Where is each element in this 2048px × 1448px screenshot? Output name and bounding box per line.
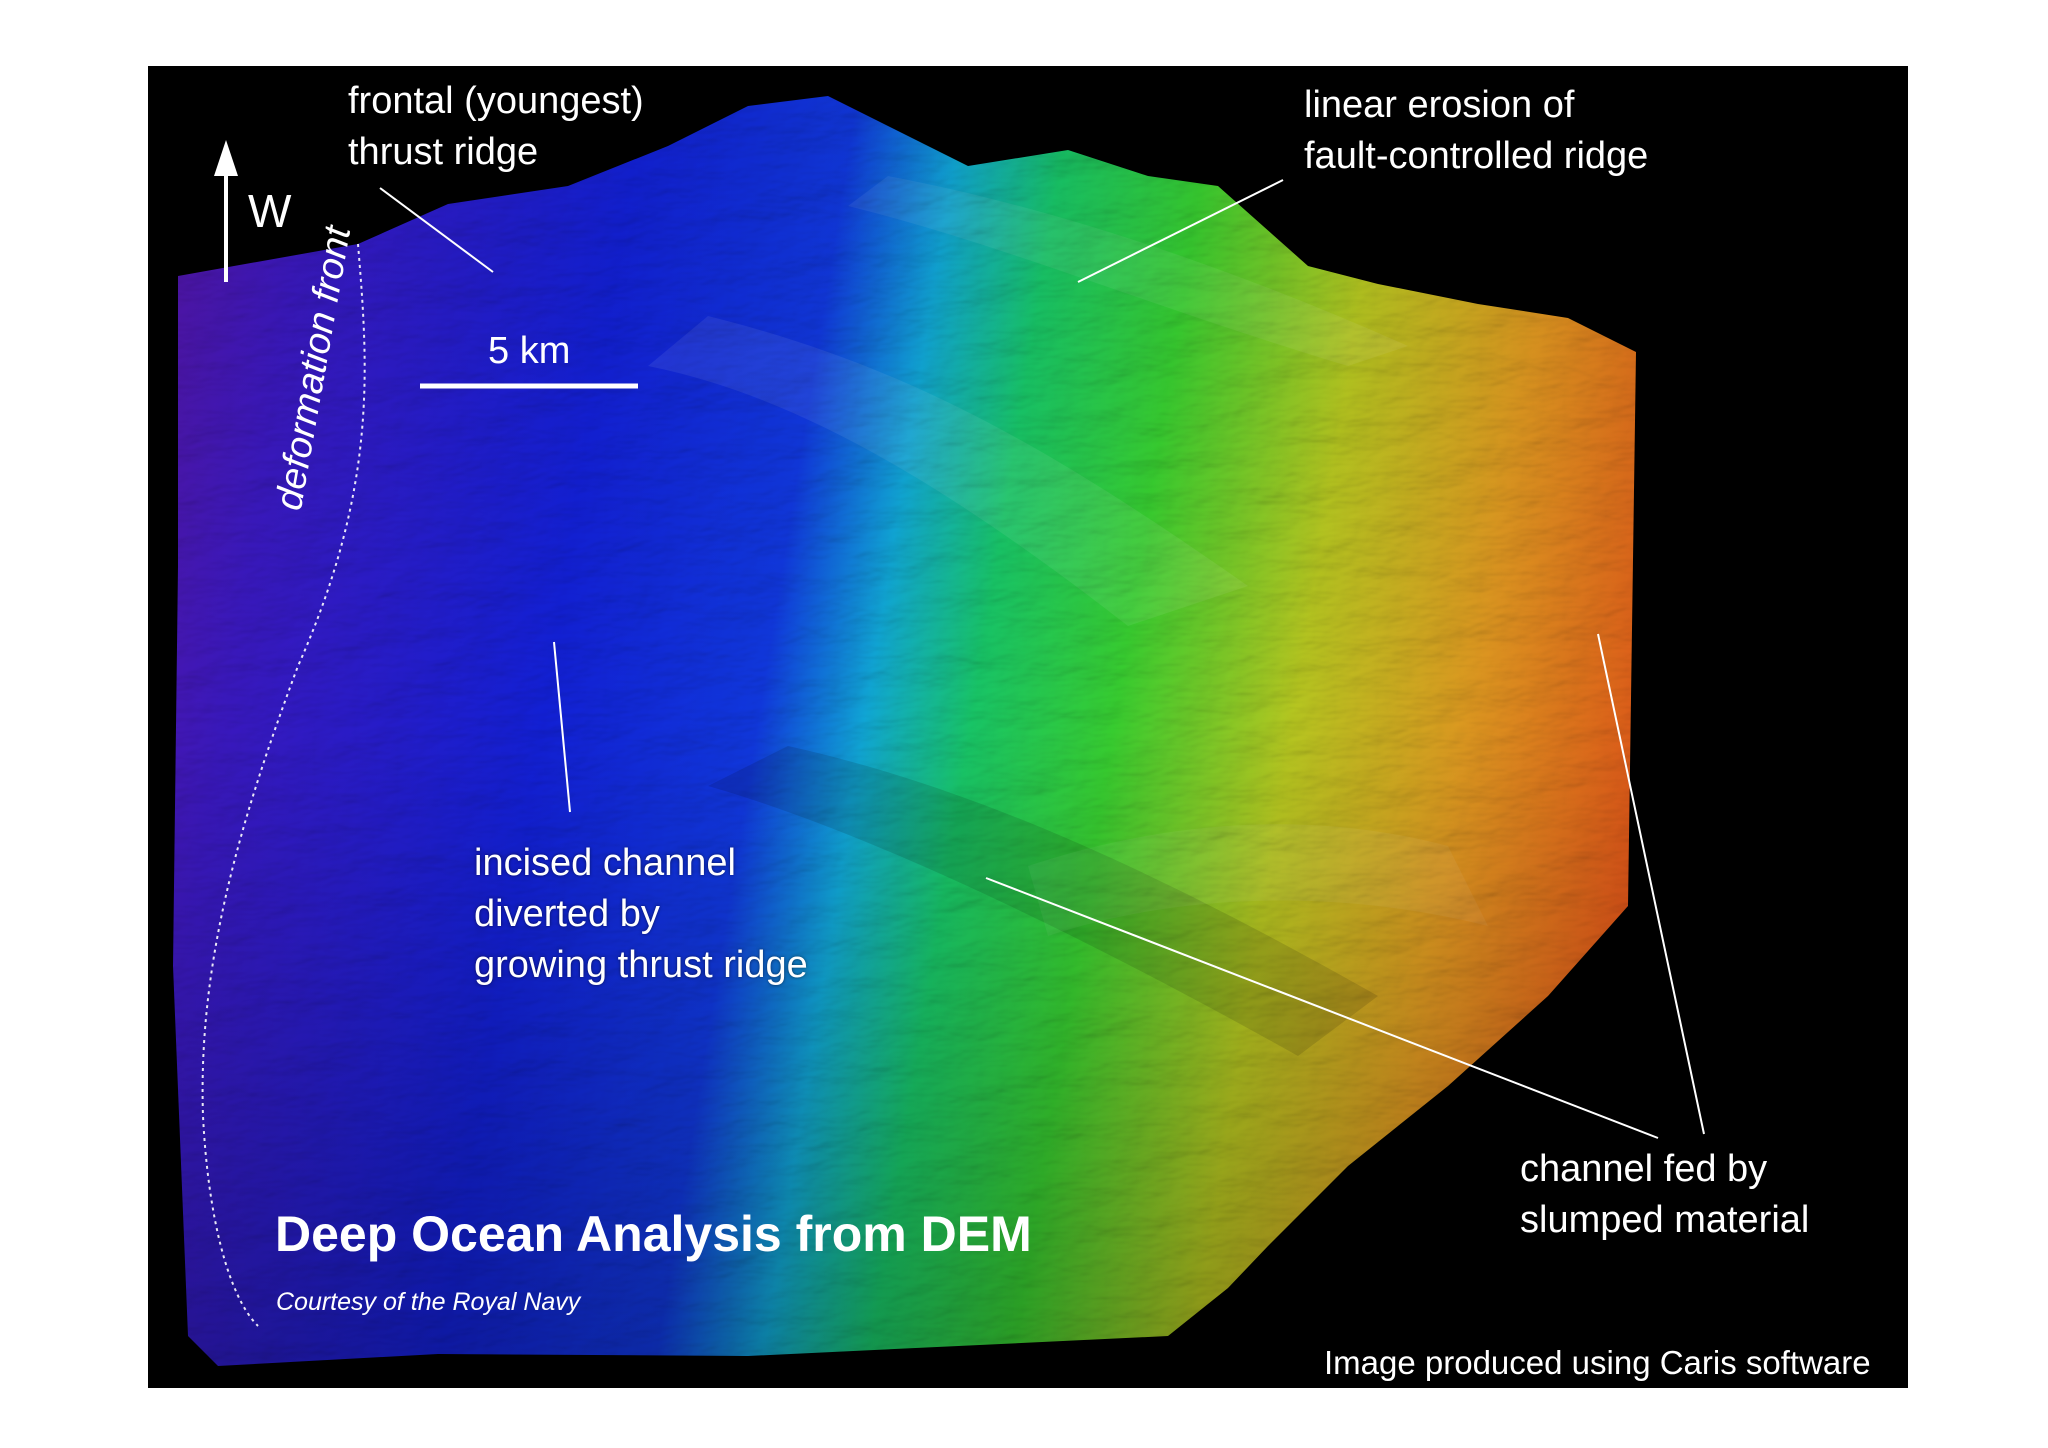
- channel-fed-leader-2: [1597, 633, 1705, 1135]
- channel-fed-annotation: channel fed by slumped material: [1520, 1144, 1809, 1246]
- bathymetry-terrain: [173, 96, 1705, 1366]
- north-arrow-icon: [214, 140, 238, 282]
- linear-erosion-leader: [1077, 179, 1284, 283]
- channel-fed-line1: channel fed by: [1520, 1148, 1768, 1190]
- frontal-ridge-line1: frontal (youngest): [348, 80, 644, 122]
- incised-channel-leader: [553, 641, 571, 813]
- incised-channel-line3: growing thrust ridge: [474, 944, 808, 986]
- deformation-front-line: [201, 243, 366, 1327]
- incised-channel-line2: diverted by: [474, 893, 660, 935]
- channel-fed-leader-1: [985, 877, 1659, 1139]
- linear-erosion-line1: linear erosion of: [1304, 84, 1575, 126]
- linear-erosion-annotation: linear erosion of fault-controlled ridge: [1304, 80, 1648, 182]
- linear-erosion-line2: fault-controlled ridge: [1304, 135, 1649, 177]
- frontal-ridge-line2: thrust ridge: [348, 131, 539, 173]
- map-title: Deep Ocean Analysis from DEM: [275, 1206, 1032, 1262]
- courtesy-credit: Courtesy of the Royal Navy: [276, 1288, 581, 1316]
- dem-map-panel: W 5 km frontal (youngest) thrust ridge l…: [148, 66, 1908, 1388]
- channel-fed-line2: slumped material: [1520, 1199, 1810, 1241]
- software-credit: Image produced using Caris software: [1324, 1344, 1871, 1381]
- north-arrow-letter: W: [248, 185, 292, 237]
- frontal-ridge-annotation: frontal (youngest) thrust ridge: [348, 76, 644, 178]
- scale-bar-label: 5 km: [488, 330, 571, 372]
- incised-channel-line1: incised channel: [474, 842, 736, 884]
- frontal-ridge-leader: [379, 187, 494, 273]
- incised-channel-annotation: incised channel diverted by growing thru…: [474, 838, 808, 991]
